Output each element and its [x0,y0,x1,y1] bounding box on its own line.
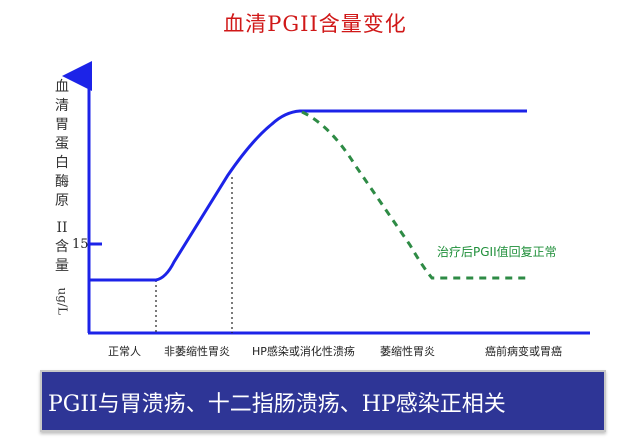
y-label-char: 血 [55,79,69,95]
y-label-char: 含 [55,239,69,255]
y-label-char: 量 [55,258,69,274]
y-label-char: 酶 [55,174,69,190]
y-label-char: II [56,220,68,236]
y-label-unit: ug/L [55,287,70,315]
stage-label-non-atrophic-gastritis: 非萎缩性胃炎 [164,345,230,358]
stage-label-atrophic-gastritis: 萎缩性胃炎 [380,345,435,358]
y-tick-label: 15 [72,237,89,252]
y-label-char: 清 [55,98,69,114]
treatment-annotation: 治疗后PGII值回复正常 [437,245,557,259]
y-label-char: 白 [55,155,69,171]
stage-label-precancer-cancer: 癌前病变或胃癌 [485,345,562,358]
slide-title: 血清PGII含量变化 [223,12,407,36]
banner-text: PGII与胃溃疡、十二指肠溃疡、HP感染正相关 [48,392,506,417]
stage-label-hp-or-ulcer: HP感染或消化性溃疡 [252,345,355,358]
stage-label-normal: 正常人 [108,345,141,358]
main-pgii-curve [89,109,527,282]
y-label-char: 胃 [55,117,69,133]
y-axis-label: 血 清 胃 蛋 白 酶 原 II 含 量 ug/L [52,78,72,315]
y-label-char: 原 [55,193,69,209]
conclusion-banner: PGII与胃溃疡、十二指肠溃疡、HP感染正相关 [40,370,606,432]
y-label-char: 蛋 [55,136,69,152]
